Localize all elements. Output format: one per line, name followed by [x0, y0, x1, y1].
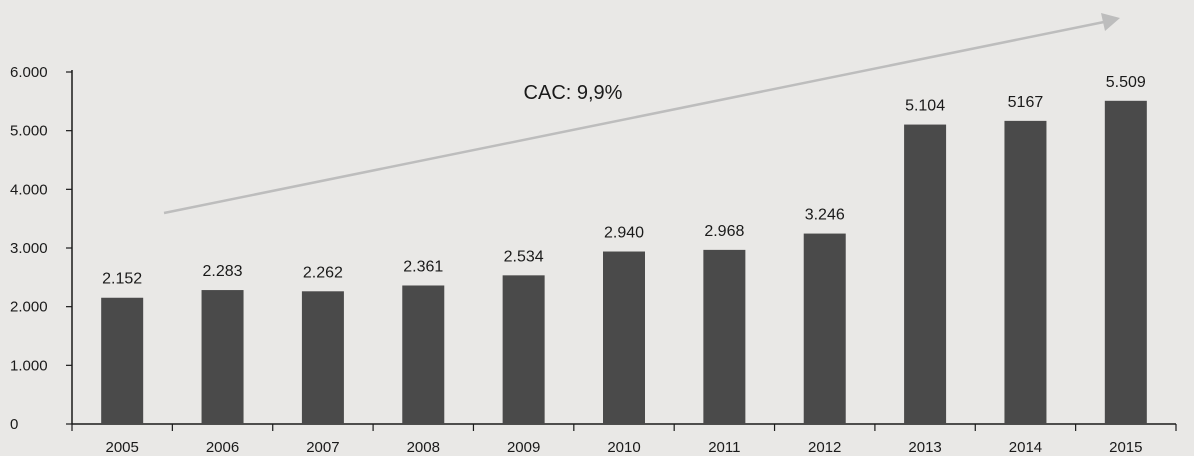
x-tick-label: 2010 — [607, 439, 640, 456]
y-tick-label: 1.000 — [10, 357, 48, 374]
bar — [1004, 120, 1047, 425]
data-label: 2.968 — [704, 223, 744, 240]
trend-arrow-line — [163, 20, 1105, 215]
x-axis: 2005 2006 2007 2008 2009 2010 2011 2012 2013 2014… — [71, 423, 1177, 456]
data-label: 2.283 — [203, 263, 243, 280]
data-labels: 2.152 2.283 2.262 2.361 2.534 2.940 2.968 3.246… — [102, 74, 1146, 288]
data-label: 2.262 — [303, 264, 343, 281]
data-label: 5.104 — [905, 98, 945, 115]
x-tick-label: 2012 — [808, 439, 841, 456]
bar — [803, 233, 846, 424]
trend-arrow-head — [1101, 13, 1120, 31]
bar — [603, 251, 645, 424]
data-label: 3.246 — [805, 207, 845, 224]
bar — [502, 275, 545, 424]
x-tick-label: 2015 — [1109, 439, 1142, 456]
bar — [201, 290, 244, 424]
cac-annotation: CAC: 9,9% — [524, 82, 623, 104]
x-tick-label: 2006 — [206, 439, 239, 456]
x-tick-label: 2005 — [105, 439, 138, 456]
bars — [101, 100, 1147, 425]
bar — [1104, 100, 1147, 425]
data-label: 2.940 — [604, 225, 644, 242]
bar — [703, 249, 746, 424]
y-tick-label: 5.000 — [10, 123, 48, 140]
data-label: 5167 — [1008, 94, 1044, 111]
y-tick-label: 6.000 — [10, 64, 48, 81]
y-axis: 0 1.000 2.000 3.000 4.000 5.000 6.000 — [10, 64, 73, 433]
y-tick-label: 0 — [10, 416, 18, 433]
x-tick-label: 2007 — [306, 439, 339, 456]
x-tick-label: 2013 — [908, 439, 941, 456]
y-tick-label: 4.000 — [10, 181, 48, 198]
x-tick-label: 2011 — [708, 439, 740, 456]
x-tick-label: 2014 — [1009, 439, 1042, 456]
trend-arrow — [163, 13, 1120, 215]
data-label: 2.534 — [504, 248, 544, 265]
bar — [101, 297, 144, 424]
bar — [402, 285, 445, 424]
y-tick-label: 2.000 — [10, 299, 48, 316]
data-label: 2.361 — [403, 258, 443, 275]
bar — [301, 291, 344, 424]
x-tick-label: 2008 — [407, 439, 440, 456]
data-label: 2.152 — [102, 271, 142, 288]
data-label: 5.509 — [1106, 74, 1146, 91]
x-tick-label: 2009 — [507, 439, 540, 456]
y-tick-label: 3.000 — [10, 240, 48, 257]
bar — [904, 124, 947, 424]
